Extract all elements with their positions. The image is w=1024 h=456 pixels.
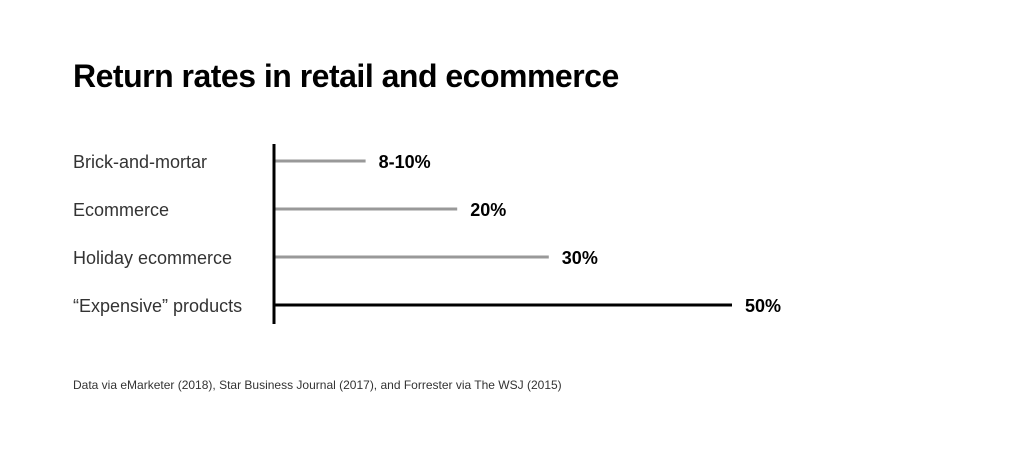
value-label: 20% [470,200,506,220]
category-label: “Expensive” products [73,296,242,316]
category-label: Brick-and-mortar [73,152,207,172]
value-label: 50% [745,296,781,316]
category-label: Holiday ecommerce [73,248,232,268]
source-note: Data via eMarketer (2018), Star Business… [73,378,562,392]
category-label: Ecommerce [73,200,169,220]
chart-title: Return rates in retail and ecommerce [73,58,619,94]
value-label: 8-10% [379,152,431,172]
value-label: 30% [562,248,598,268]
